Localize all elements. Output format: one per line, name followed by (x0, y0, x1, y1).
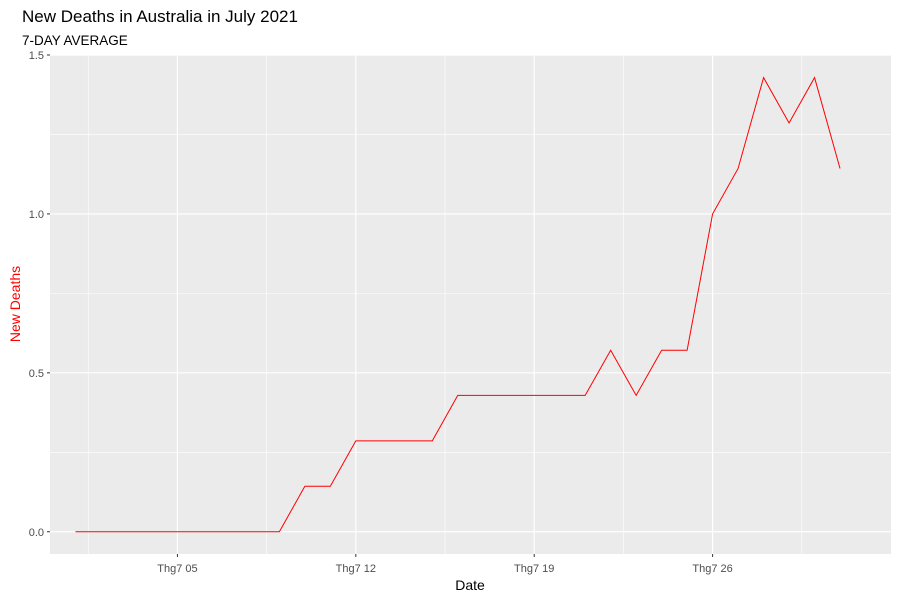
y-tick-label: 1.0 (29, 209, 44, 221)
x-tick-label: Thg7 05 (157, 563, 197, 575)
x-tick-label: Thg7 12 (336, 563, 376, 575)
y-tick-label: 0.5 (29, 368, 44, 380)
series-line (75, 76, 841, 533)
chart-subtitle: 7-DAY AVERAGE (22, 33, 128, 48)
y-tick-label: 1.5 (29, 50, 44, 62)
x-tick-label: Thg7 19 (514, 563, 554, 575)
x-axis-title: Date (455, 577, 485, 593)
x-tick-label: Thg7 26 (692, 563, 732, 575)
y-axis-title: New Deaths (7, 266, 23, 342)
plot-panel (50, 55, 891, 554)
chart-title: New Deaths in Australia in July 2021 (22, 7, 298, 26)
series-layer (75, 76, 841, 533)
grid-major (50, 54, 891, 554)
y-axis-ticks: 0.0 0.5 1.0 1.5 (29, 50, 50, 539)
grid-minor (50, 55, 891, 554)
y-tick-label: 0.0 (29, 527, 44, 539)
x-axis-ticks: Thg7 05 Thg7 12 Thg7 19 Thg7 26 (157, 554, 733, 575)
